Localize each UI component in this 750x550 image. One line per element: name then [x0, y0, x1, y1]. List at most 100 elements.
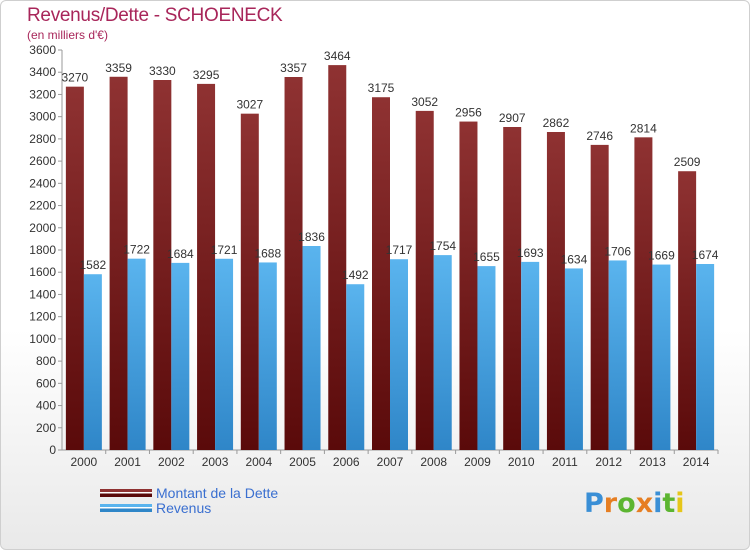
data-label-dette: 2862	[543, 116, 570, 130]
bar-dette	[197, 83, 216, 450]
logo-letter: P	[584, 488, 604, 519]
data-label-dette: 3330	[149, 64, 176, 78]
x-tick-label: 2003	[202, 455, 229, 469]
bar-revenus	[477, 266, 496, 450]
x-tick-label: 2007	[377, 455, 404, 469]
bar-dette	[678, 171, 697, 450]
y-tick-label: 2200	[29, 199, 56, 213]
data-label-dette: 2907	[499, 111, 526, 125]
y-tick-label: 1600	[29, 265, 56, 279]
data-label-revenus: 1706	[604, 244, 631, 258]
bar-dette	[284, 77, 303, 450]
y-tick-label: 600	[36, 376, 56, 390]
x-tick-label: 2004	[245, 455, 272, 469]
x-tick-label: 2014	[683, 455, 710, 469]
logo-letter: t	[662, 488, 676, 519]
data-label-dette: 3357	[280, 61, 307, 75]
logo-letter: x	[635, 488, 654, 519]
y-tick-label: 3200	[29, 87, 56, 101]
x-tick-label: 2005	[289, 455, 316, 469]
data-label-dette: 3175	[368, 81, 395, 95]
proxiti-logo: Proxiti	[584, 488, 685, 519]
legend-label-revenus: Revenus	[156, 500, 212, 516]
bar-revenus	[696, 264, 715, 450]
data-label-revenus: 1655	[473, 250, 500, 264]
bar-revenus	[83, 274, 102, 450]
legend-label-dette: Montant de la Dette	[156, 485, 279, 501]
bar-revenus	[127, 258, 146, 450]
data-label-dette: 3052	[411, 95, 438, 109]
data-label-revenus: 1693	[517, 246, 544, 260]
y-tick-label: 2000	[29, 221, 56, 235]
y-tick-label: 1800	[29, 243, 56, 257]
x-tick-label: 2011	[552, 455, 578, 469]
bar-revenus	[433, 255, 452, 450]
legend-swatch-dette	[100, 489, 152, 497]
x-tick-label: 2001	[114, 455, 141, 469]
bars	[65, 65, 715, 451]
bar-revenus	[215, 258, 234, 450]
y-tick-label: 3000	[29, 110, 56, 124]
bar-dette	[328, 65, 347, 450]
y-tick-label: 800	[36, 354, 56, 368]
data-label-dette: 3270	[62, 71, 89, 85]
bar-dette	[153, 80, 172, 450]
data-label-revenus: 1688	[254, 246, 281, 260]
data-label-dette: 3464	[324, 49, 351, 63]
logo-letter: o	[617, 488, 636, 519]
y-tick-label: 3400	[29, 65, 56, 79]
bar-revenus	[171, 262, 190, 450]
data-labels: 3270 3359 3330 3295 3027 3357 3464 3175 3052 2956…	[62, 49, 719, 282]
bar-revenus	[258, 262, 277, 450]
x-tick-label: 2008	[420, 455, 447, 469]
data-label-dette: 2746	[586, 129, 613, 143]
chart-subtitle: (en milliers d'€)	[27, 28, 108, 42]
data-label-revenus: 1722	[123, 243, 150, 257]
data-label-revenus: 1721	[211, 243, 238, 257]
x-tick-label: 2009	[464, 455, 491, 469]
axes: 0 200 400 600 800 1000 1200 1400 1600 1800 2000 220…	[29, 43, 719, 469]
x-tick-label: 2000	[71, 455, 98, 469]
bar-revenus	[346, 284, 365, 450]
data-label-revenus: 1669	[648, 249, 675, 263]
y-tick-label: 3600	[29, 43, 56, 57]
data-label-dette: 3359	[105, 61, 132, 75]
y-tick-label: 1000	[29, 332, 56, 346]
data-label-revenus: 1582	[80, 258, 107, 272]
logo-letter: i	[653, 488, 663, 519]
bar-dette	[65, 86, 84, 451]
data-label-revenus: 1634	[561, 252, 588, 266]
bar-dette	[372, 97, 390, 450]
bar-revenus	[390, 259, 408, 450]
bar-revenus	[564, 268, 583, 450]
y-tick-label: 200	[36, 421, 56, 435]
data-label-revenus: 1754	[429, 239, 456, 253]
y-tick-label: 2600	[29, 154, 56, 168]
logo-letter: i	[675, 488, 685, 519]
y-tick-label: 1400	[29, 287, 56, 301]
data-label-revenus: 1717	[386, 243, 413, 257]
data-label-dette: 3027	[236, 98, 263, 112]
bar-dette	[590, 144, 609, 450]
data-label-dette: 3295	[193, 68, 220, 82]
chart-title: Revenus/Dette - SCHOENECK	[27, 5, 283, 26]
x-tick-label: 2010	[508, 455, 535, 469]
data-label-dette: 2509	[674, 155, 701, 169]
bar-dette	[459, 121, 478, 451]
bar-revenus	[302, 246, 321, 450]
bar-dette	[634, 137, 653, 451]
x-tick-label: 2002	[158, 455, 185, 469]
bar-dette	[503, 127, 522, 450]
x-tick-label: 2012	[595, 455, 622, 469]
data-label-dette: 2814	[630, 121, 657, 135]
bar-revenus	[608, 260, 627, 450]
logo-letter: r	[603, 488, 618, 519]
y-tick-label: 2800	[29, 132, 56, 146]
data-label-revenus: 1492	[342, 268, 369, 282]
data-label-dette: 2956	[455, 106, 482, 120]
y-tick-label: 1200	[29, 310, 56, 324]
x-tick-label: 2006	[333, 455, 360, 469]
bar-dette	[240, 113, 259, 451]
y-tick-label: 400	[36, 399, 56, 413]
